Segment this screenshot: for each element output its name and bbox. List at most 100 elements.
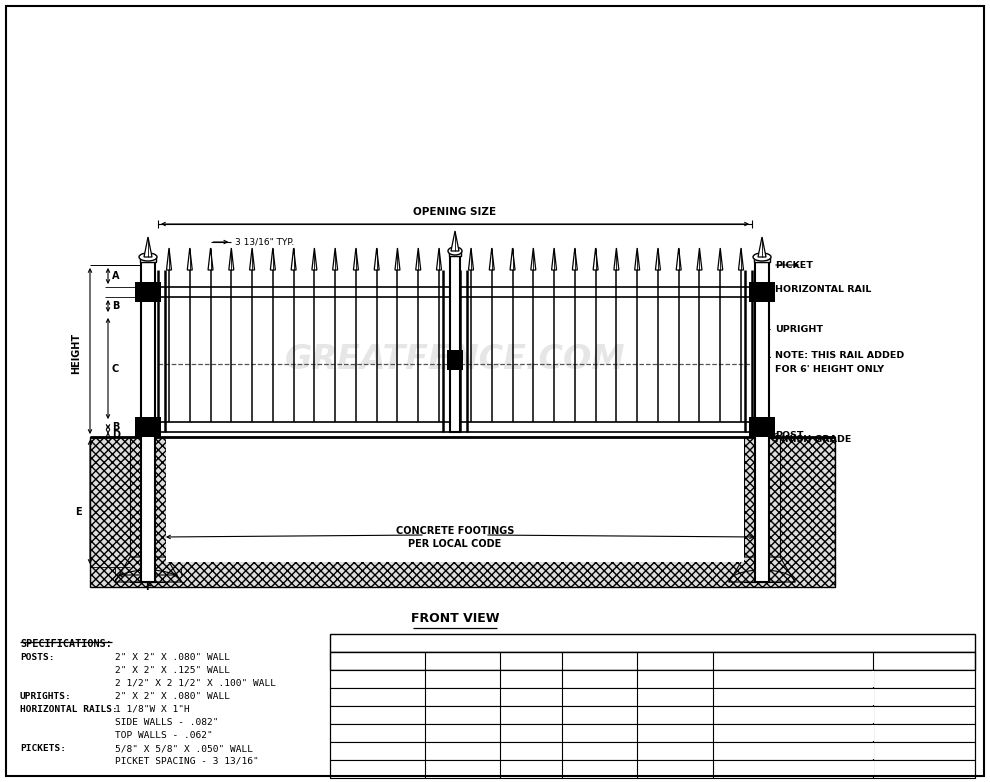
Text: PER LOCAL CODE: PER LOCAL CODE bbox=[408, 539, 502, 549]
Polygon shape bbox=[333, 248, 338, 270]
Text: PER LOCAL CODE: PER LOCAL CODE bbox=[803, 674, 885, 684]
Polygon shape bbox=[187, 248, 192, 270]
Bar bbox=[749, 417, 775, 437]
Text: PICKETS:: PICKETS: bbox=[20, 744, 66, 753]
Text: HEIGHT: HEIGHT bbox=[71, 333, 81, 374]
Text: FRONT VIEW: FRONT VIEW bbox=[411, 612, 499, 626]
Polygon shape bbox=[739, 248, 743, 270]
Polygon shape bbox=[468, 248, 473, 270]
Polygon shape bbox=[374, 248, 379, 270]
Text: 5 1/2": 5 1/2" bbox=[657, 710, 693, 720]
Bar bbox=[754, 257, 770, 262]
Text: 6': 6' bbox=[371, 764, 383, 774]
Text: A: A bbox=[459, 656, 465, 666]
Bar bbox=[135, 282, 161, 302]
Bar bbox=[158, 422, 450, 432]
Text: 5 1/2": 5 1/2" bbox=[657, 728, 693, 738]
Bar bbox=[141, 262, 155, 582]
Text: 56": 56" bbox=[591, 764, 608, 774]
Text: 4 1/2": 4 1/2" bbox=[445, 692, 480, 702]
Bar bbox=[755, 262, 769, 582]
Text: C: C bbox=[596, 656, 603, 666]
Bar bbox=[158, 287, 450, 297]
Text: E: E bbox=[790, 656, 796, 666]
Text: CONCRETE FOOTINGS: CONCRETE FOOTINGS bbox=[396, 526, 514, 536]
Polygon shape bbox=[437, 248, 442, 270]
Polygon shape bbox=[291, 248, 296, 270]
Text: B: B bbox=[112, 422, 120, 432]
Bar bbox=[140, 257, 156, 262]
Text: F: F bbox=[145, 582, 151, 592]
Polygon shape bbox=[697, 248, 702, 270]
Text: 2" X 2" X .125" WALL: 2" X 2" X .125" WALL bbox=[115, 666, 230, 675]
Polygon shape bbox=[510, 248, 515, 270]
Bar bbox=[330, 760, 975, 778]
Text: PER LOCAL CODE: PER LOCAL CODE bbox=[803, 746, 885, 756]
Polygon shape bbox=[144, 237, 152, 257]
Text: D: D bbox=[672, 656, 678, 666]
Text: 20": 20" bbox=[591, 674, 608, 684]
Text: PER LOCAL CODE: PER LOCAL CODE bbox=[803, 692, 885, 702]
Bar bbox=[749, 282, 775, 302]
Text: NOTE: THIS RAIL ADDED: NOTE: THIS RAIL ADDED bbox=[775, 351, 904, 361]
Bar bbox=[330, 652, 975, 670]
Text: FOR 6' HEIGHT ONLY: FOR 6' HEIGHT ONLY bbox=[775, 365, 884, 375]
Text: PER LOCAL CODE: PER LOCAL CODE bbox=[803, 710, 885, 720]
Text: FINISH GRADE: FINISH GRADE bbox=[775, 435, 851, 443]
Text: 26": 26" bbox=[591, 692, 608, 702]
Text: B: B bbox=[112, 301, 120, 311]
Text: 3 13/16" TYP.: 3 13/16" TYP. bbox=[236, 238, 295, 246]
Text: 6": 6" bbox=[525, 710, 537, 720]
Text: 44": 44" bbox=[591, 746, 608, 756]
Text: PICKET: PICKET bbox=[775, 260, 813, 270]
Text: 2 1/2" X 2 1/2" X .100" WALL: 2 1/2" X 2 1/2" X .100" WALL bbox=[115, 679, 276, 688]
Text: SPECIFICATIONS:: SPECIFICATIONS: bbox=[20, 639, 112, 649]
Text: 6": 6" bbox=[525, 728, 537, 738]
Polygon shape bbox=[416, 248, 421, 270]
Text: 6": 6" bbox=[525, 746, 537, 756]
Text: C: C bbox=[112, 364, 119, 374]
Text: 5 1/2": 5 1/2" bbox=[657, 764, 693, 774]
Text: DIMENSIONS: DIMENSIONS bbox=[619, 638, 686, 648]
Polygon shape bbox=[531, 248, 536, 270]
Polygon shape bbox=[635, 248, 640, 270]
Bar bbox=[330, 724, 975, 742]
Ellipse shape bbox=[448, 247, 462, 255]
Text: 5 1/2": 5 1/2" bbox=[657, 746, 693, 756]
Bar bbox=[460, 422, 752, 432]
Text: TOP WALLS - .062": TOP WALLS - .062" bbox=[115, 731, 213, 740]
Bar bbox=[330, 742, 975, 760]
Polygon shape bbox=[270, 248, 275, 270]
Polygon shape bbox=[229, 248, 234, 270]
Polygon shape bbox=[676, 248, 681, 270]
Text: F: F bbox=[921, 656, 928, 666]
Text: POSTS:: POSTS: bbox=[20, 653, 54, 662]
Polygon shape bbox=[395, 248, 400, 270]
Bar bbox=[330, 670, 975, 688]
Polygon shape bbox=[593, 248, 598, 270]
Bar bbox=[135, 417, 161, 437]
Polygon shape bbox=[489, 248, 494, 270]
Ellipse shape bbox=[139, 253, 157, 261]
Text: SIDE WALLS - .082": SIDE WALLS - .082" bbox=[115, 718, 219, 727]
Polygon shape bbox=[312, 248, 317, 270]
Text: POST: POST bbox=[775, 431, 804, 439]
Polygon shape bbox=[166, 248, 171, 270]
Text: 5 1/2": 5 1/2" bbox=[657, 692, 693, 702]
Text: B: B bbox=[528, 656, 534, 666]
Bar bbox=[460, 287, 752, 297]
Text: OPENING SIZE: OPENING SIZE bbox=[414, 207, 497, 217]
Bar bbox=[330, 688, 975, 706]
Text: 1 1/8"W X 1"H: 1 1/8"W X 1"H bbox=[115, 705, 190, 714]
Text: A: A bbox=[112, 271, 120, 281]
Text: PICKET SPACING - 3 13/16": PICKET SPACING - 3 13/16" bbox=[115, 757, 258, 766]
Polygon shape bbox=[572, 248, 577, 270]
Polygon shape bbox=[249, 248, 254, 270]
Text: GREATFENCE.COM: GREATFENCE.COM bbox=[285, 343, 626, 376]
Text: 38": 38" bbox=[591, 728, 608, 738]
Text: 4 1/2": 4 1/2" bbox=[445, 746, 480, 756]
Polygon shape bbox=[551, 248, 556, 270]
Text: D: D bbox=[112, 429, 120, 439]
Text: 5': 5' bbox=[371, 746, 383, 756]
Polygon shape bbox=[115, 557, 181, 582]
